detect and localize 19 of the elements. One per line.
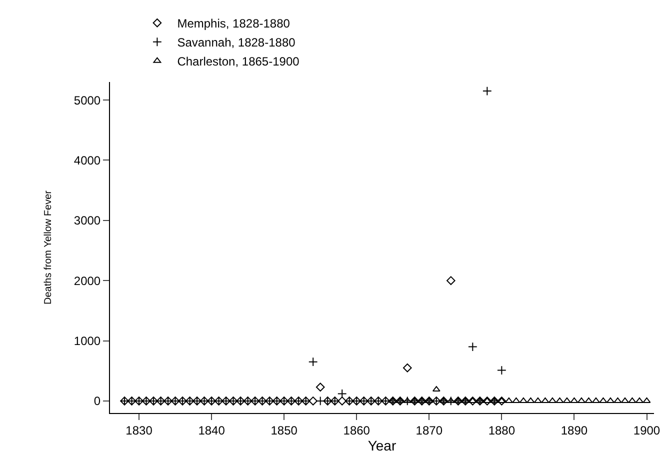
x-tick-label: 1830	[126, 423, 153, 438]
y-tick-label: 0	[94, 394, 101, 408]
y-axis-title: Deaths from Yellow Fever	[42, 190, 54, 304]
y-tick-label: 1000	[74, 334, 101, 348]
y-tick-label: 2000	[74, 274, 101, 288]
legend-label: Charleston, 1865-1900	[177, 54, 300, 69]
legend-label: Savannah, 1828-1880	[177, 36, 296, 50]
x-axis-title: Year	[368, 437, 396, 454]
y-tick-label: 3000	[74, 214, 101, 228]
y-tick-label: 5000	[74, 93, 101, 108]
x-tick-label: 1870	[416, 423, 443, 438]
legend-label: Memphis, 1828-1880	[177, 16, 290, 31]
y-tick-label: 4000	[74, 153, 101, 168]
x-tick-label: 1890	[560, 423, 588, 438]
x-tick-label: 1850	[270, 423, 298, 438]
x-tick-label: 1900	[633, 423, 660, 438]
x-tick-label: 1840	[198, 423, 226, 438]
x-tick-label: 1860	[343, 423, 370, 438]
x-tick-label: 1880	[488, 423, 516, 438]
